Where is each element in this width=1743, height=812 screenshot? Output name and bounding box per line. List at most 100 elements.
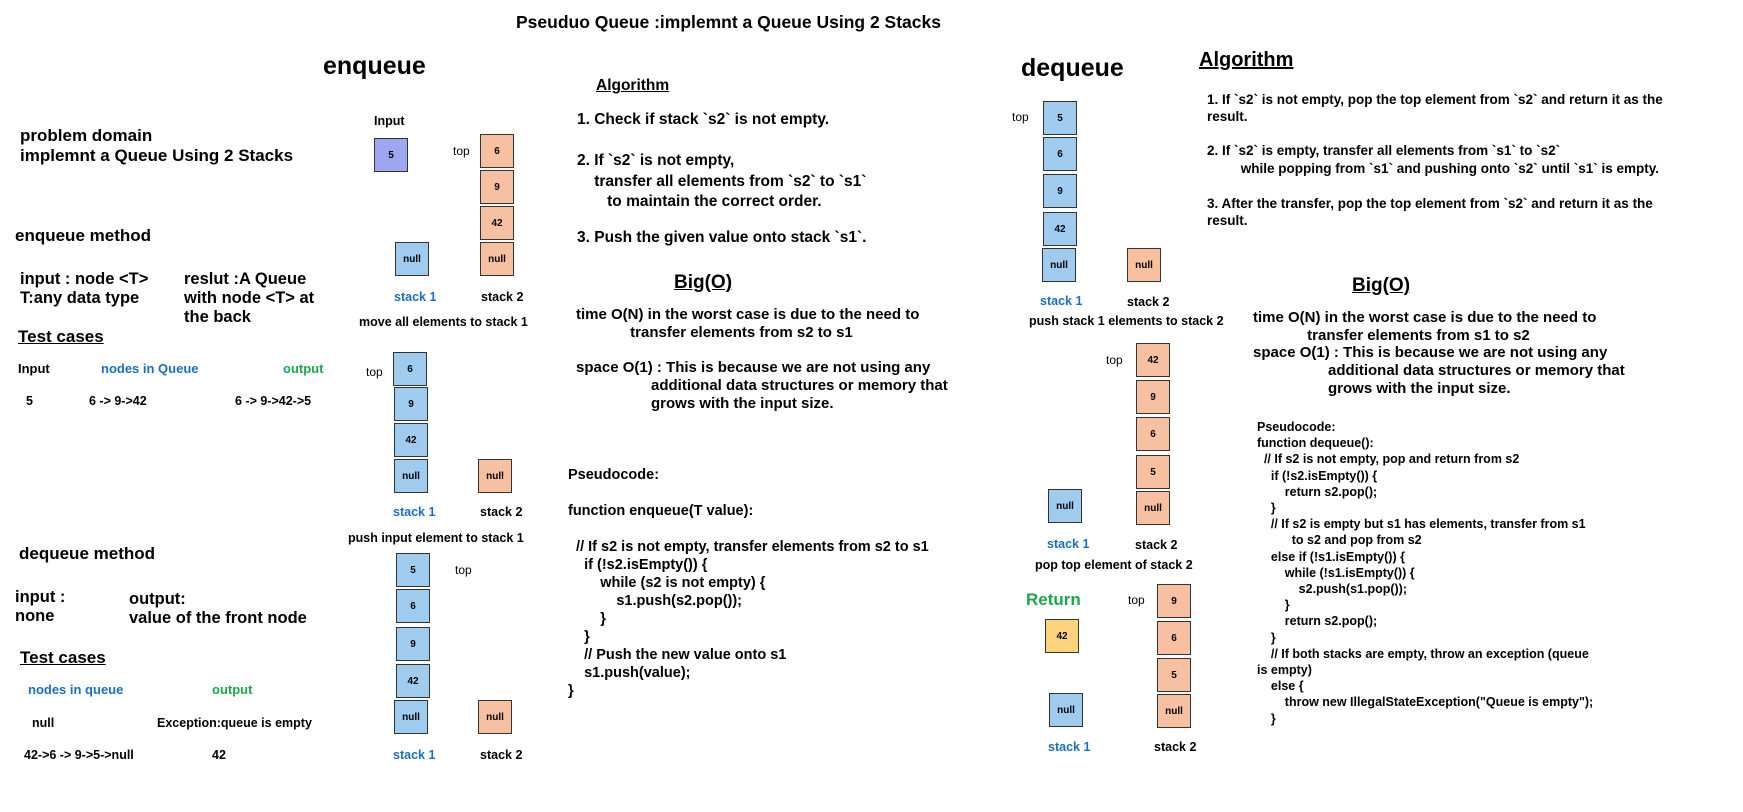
tc1-header-input: Input xyxy=(18,361,50,376)
stack-node: 6 xyxy=(393,352,427,386)
stack-node: null xyxy=(394,459,428,493)
input-label: Input xyxy=(374,114,405,128)
stack1-label: stack 1 xyxy=(1040,294,1083,308)
stack-node: null xyxy=(1048,489,1082,523)
stack-node: null xyxy=(478,700,512,734)
push-caption: push input element to stack 1 xyxy=(348,531,524,545)
dequeue-pseudocode: Pseudocode: function dequeue(): // If s2… xyxy=(1257,420,1594,726)
dequeue-method-heading: dequeue method xyxy=(19,544,156,563)
top-label: top xyxy=(453,144,470,158)
space-complexity: space O(1) : This is because we are not … xyxy=(576,359,948,412)
stack-node: 6 xyxy=(1136,417,1170,451)
algorithm-step: 2. If `s2` is not empty, transfer all el… xyxy=(577,152,867,210)
stack-node: 6 xyxy=(1157,621,1191,655)
tc2-row2-output: 42 xyxy=(212,748,226,762)
time-complexity: time O(N) in the worst case is due to th… xyxy=(576,306,920,341)
stack-node: null xyxy=(478,459,512,493)
stack2-label: stack 2 xyxy=(1127,295,1170,309)
input-node: 5 xyxy=(374,138,408,172)
problem-domain-text: implemnt a Queue Using 2 Stacks xyxy=(20,146,294,165)
stack-node: 6 xyxy=(1043,137,1077,171)
enqueue-method-heading: enqueue method xyxy=(15,226,152,245)
tc1-cell-nodes: 6 -> 9->42 xyxy=(89,394,147,408)
stack2-label: stack 2 xyxy=(1154,740,1197,754)
stack-node: 42 xyxy=(394,423,428,457)
algorithm-step: 3. After the transfer, pop the top eleme… xyxy=(1207,196,1653,228)
stack-node: null xyxy=(394,700,428,734)
test-cases-heading-2: Test cases xyxy=(20,648,106,667)
algorithm-title: Algorithm xyxy=(596,77,670,94)
stack-node: 42 xyxy=(480,206,514,240)
tc2-row1-nodes: null xyxy=(32,716,55,730)
stack2-label: stack 2 xyxy=(480,748,523,762)
stack-node: null xyxy=(395,242,429,276)
tc2-row2-nodes: 42->6 -> 9->5->null xyxy=(24,748,134,762)
top-label: top xyxy=(366,365,383,379)
stack1-label: stack 1 xyxy=(393,505,436,519)
tc2-header-nodes: nodes in queue xyxy=(28,682,124,697)
stack-node: 9 xyxy=(1136,380,1170,414)
algorithm-step: 2. If `s2` is empty, transfer all elemen… xyxy=(1207,143,1660,176)
enqueue-result: reslut :A Queue with node <T> at the bac… xyxy=(184,270,315,326)
return-label: Return xyxy=(1026,590,1081,609)
pop-caption: pop top element of stack 2 xyxy=(1035,558,1193,572)
stack-node: null xyxy=(1127,248,1161,282)
time-complexity: time O(N) in the worst case is due to th… xyxy=(1253,309,1597,344)
stack-node: 42 xyxy=(1043,212,1077,246)
stack-node: null xyxy=(1042,248,1076,282)
tc1-cell-input: 5 xyxy=(26,394,33,408)
enqueue-input: input : node <T> T:any data type xyxy=(20,270,149,307)
stack2-label: stack 2 xyxy=(1135,538,1178,552)
stack-node: null xyxy=(480,242,514,276)
algorithm-step: 1. Check if stack `s2` is not empty. xyxy=(577,111,830,128)
top-label: top xyxy=(1128,593,1145,607)
push-caption: push stack 1 elements to stack 2 xyxy=(1029,314,1224,328)
stack-node: null xyxy=(1049,693,1083,727)
stack-node: 6 xyxy=(480,134,514,168)
stack1-label: stack 1 xyxy=(1047,537,1090,551)
stack-node: 5 xyxy=(1157,658,1191,692)
stack1-label: stack 1 xyxy=(393,748,436,762)
space-complexity: space O(1) : This is because we are not … xyxy=(1253,344,1625,397)
tc1-header-nodes: nodes in Queue xyxy=(101,361,199,376)
enqueue-heading: enqueue xyxy=(323,52,426,80)
stack-node: 9 xyxy=(1157,584,1191,618)
tc2-header-output: output xyxy=(212,682,253,697)
bigo-title: Big(O) xyxy=(1352,275,1411,296)
stack-node: 9 xyxy=(480,170,514,204)
stack-node: 5 xyxy=(1136,455,1170,489)
dequeue-output: output: value of the front node xyxy=(129,590,307,627)
page-title: Pseuduo Queue :implemnt a Queue Using 2 … xyxy=(516,12,941,32)
stack-node: 42 xyxy=(1136,343,1170,377)
tc1-header-output: output xyxy=(283,361,324,376)
return-node: 42 xyxy=(1045,619,1079,653)
stack-node: null xyxy=(1136,491,1170,525)
top-label: top xyxy=(1012,110,1029,124)
top-label: top xyxy=(1106,353,1123,367)
stack-node: 9 xyxy=(1043,174,1077,208)
move-caption: move all elements to stack 1 xyxy=(359,315,528,329)
stack-node: null xyxy=(1157,694,1191,728)
problem-domain-label: problem domain xyxy=(20,126,153,145)
dequeue-heading: dequeue xyxy=(1021,54,1124,82)
tc1-cell-output: 6 -> 9->42->5 xyxy=(235,394,312,408)
stack-node: 9 xyxy=(396,627,430,661)
bigo-title: Big(O) xyxy=(674,272,733,293)
tc2-row1-output: Exception:queue is empty xyxy=(157,716,312,730)
algorithm-title: Algorithm xyxy=(1199,49,1294,71)
stack1-label: stack 1 xyxy=(394,290,437,304)
top-label: top xyxy=(455,563,472,577)
test-cases-heading: Test cases xyxy=(18,327,104,346)
stack2-label: stack 2 xyxy=(481,290,524,304)
stack2-label: stack 2 xyxy=(480,505,523,519)
stack-node: 5 xyxy=(396,553,430,587)
stack-node: 42 xyxy=(396,664,430,698)
algorithm-step: 1. If `s2` is not empty, pop the top ele… xyxy=(1207,92,1663,124)
stack-node: 5 xyxy=(1043,101,1077,135)
stack-node: 6 xyxy=(396,589,430,623)
dequeue-input: input : none xyxy=(15,588,66,625)
stack-node: 9 xyxy=(394,387,428,421)
stack1-label: stack 1 xyxy=(1048,740,1091,754)
enqueue-pseudocode: Pseudocode: function enqueue(T value): /… xyxy=(568,467,929,699)
algorithm-step: 3. Push the given value onto stack `s1`. xyxy=(577,229,867,246)
